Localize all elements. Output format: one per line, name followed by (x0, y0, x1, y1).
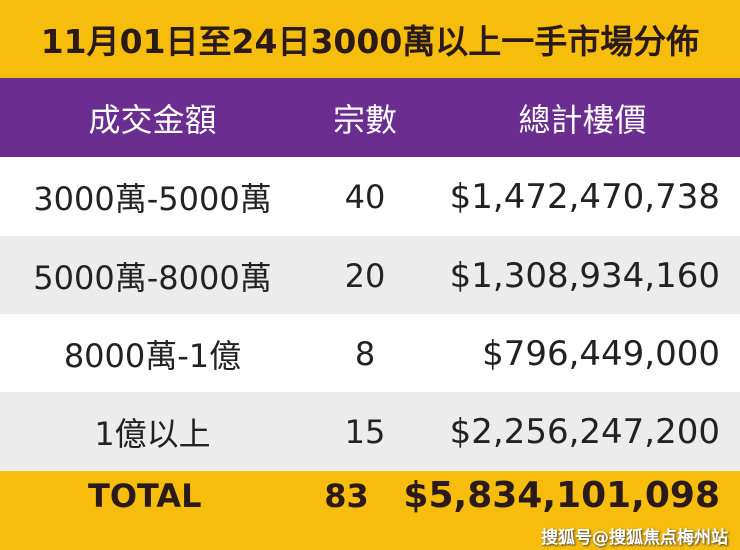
cell-total: $796,449,000 (482, 333, 720, 374)
cell-count: 40 (344, 177, 386, 216)
total-row: TOTAL 83 $5,834,101,098 (0, 471, 740, 550)
cell-count: 8 (354, 334, 376, 373)
cell-range: 5000萬-8000萬 (33, 258, 272, 297)
total-amount: $5,834,101,098 (403, 475, 720, 516)
table-title: 11月01日至24日3000萬以上一手市場分佈 (0, 0, 740, 78)
total-label: TOTAL (87, 477, 202, 515)
table-header: 成交金額 宗數 總計樓價 (0, 78, 740, 157)
cell-range: 1億以上 (94, 414, 211, 453)
cell-range: 8000萬-1億 (63, 336, 242, 375)
table-row: 8000萬-1億 8 $796,449,000 (0, 314, 740, 393)
cell-range: 3000萬-5000萬 (33, 179, 272, 218)
header-total-price: 總計樓價 (518, 100, 647, 139)
cell-count: 20 (344, 256, 386, 295)
table-row: 3000萬-5000萬 40 $1,472,470,738 (0, 157, 740, 236)
cell-total: $1,472,470,738 (449, 176, 720, 217)
total-count: 83 (324, 477, 369, 515)
header-count: 宗數 (332, 100, 397, 139)
cell-total: $1,308,934,160 (449, 255, 720, 296)
table-row: 5000萬-8000萬 20 $1,308,934,160 (0, 236, 740, 315)
header-amount: 成交金額 (88, 100, 217, 139)
table-row: 1億以上 15 $2,256,247,200 (0, 392, 740, 471)
watermark: 搜狐号@搜狐焦点梅州站 (541, 528, 728, 548)
cell-count: 15 (344, 412, 386, 451)
cell-total: $2,256,247,200 (449, 411, 720, 452)
